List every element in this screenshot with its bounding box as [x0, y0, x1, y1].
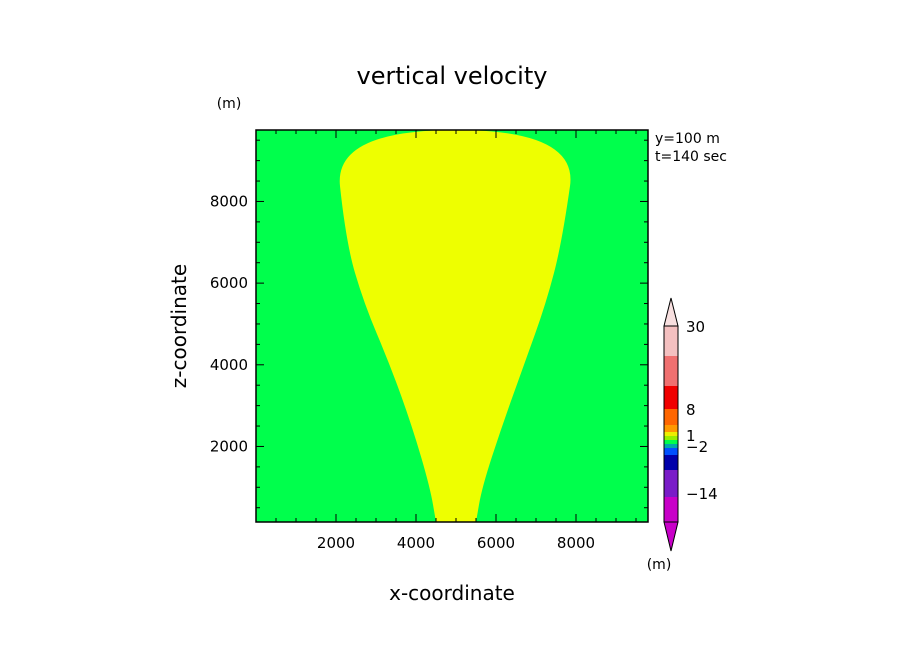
colorbar-tick-label: 8	[686, 401, 696, 419]
colorbar-swatch	[664, 497, 678, 522]
y-tick-label: 4000	[210, 356, 248, 374]
x-axis-label: x-coordinate	[389, 581, 515, 605]
y-tick-label: 8000	[210, 192, 248, 210]
colorbar-swatch	[664, 444, 678, 448]
colorbar-tick-label: −2	[686, 438, 708, 456]
colorbar-swatch	[664, 409, 678, 425]
colorbar-swatch	[664, 425, 678, 432]
colorbar-tick-label: 1	[686, 427, 696, 445]
plot-area	[255, 129, 649, 523]
plot-frame	[255, 129, 649, 523]
y-axis-label: z-coordinate	[167, 264, 191, 388]
colorbar-tick-label: 30	[686, 318, 705, 336]
colorbar-swatch	[664, 436, 678, 440]
colorbar-swatch	[664, 440, 678, 444]
y-axis-ticks: 2000 4000 6000 8000	[210, 139, 648, 509]
x-tick-label: 6000	[477, 534, 515, 552]
annotation-y-position: y=100 m	[655, 131, 720, 147]
colorbar-swatch	[664, 455, 678, 470]
colorbar-frame	[663, 325, 679, 523]
colorbar-overflow-high	[663, 297, 679, 327]
x-tick-label: 4000	[397, 534, 435, 552]
colorbar-swatch	[664, 448, 678, 455]
annotation-time: t=140 sec	[655, 149, 727, 165]
colorbar-unit: (m)	[647, 557, 672, 573]
colorbar-overflow-low	[663, 521, 679, 552]
y-axis-unit: (m)	[217, 96, 242, 112]
updraft-region	[339, 130, 571, 522]
y-tick-label: 6000	[210, 274, 248, 292]
colorbar-swatch	[664, 356, 678, 386]
colorbar: 30 8 1−2 −14	[663, 297, 718, 552]
colorbar-swatch	[664, 326, 678, 356]
y-tick-label: 2000	[210, 437, 248, 455]
colorbar-swatch	[664, 470, 678, 497]
colorbar-swatch	[664, 432, 678, 436]
x-axis-ticks: 2000 4000 6000 8000	[275, 130, 637, 552]
chart-title: vertical velocity	[357, 62, 548, 90]
colorbar-tick-label: −14	[686, 485, 718, 503]
x-tick-label: 8000	[557, 534, 595, 552]
x-tick-label: 2000	[317, 534, 355, 552]
colorbar-swatch	[664, 386, 678, 409]
